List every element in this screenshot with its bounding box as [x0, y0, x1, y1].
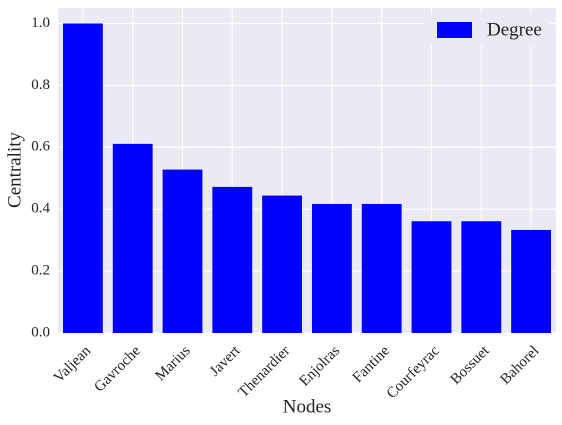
- bar: [461, 221, 502, 333]
- y-tick-label: 0.4: [31, 201, 50, 217]
- x-tick-label: Courfeyrac: [384, 343, 443, 402]
- y-tick-label: 0.0: [31, 324, 50, 340]
- x-tick-label: Bossuet: [448, 342, 493, 387]
- x-tick-label: Thenardier: [236, 343, 294, 401]
- x-axis-label: Nodes: [283, 396, 332, 417]
- bar: [361, 203, 402, 333]
- x-tick-label: Valjean: [51, 343, 94, 386]
- x-tick-label: Javert: [207, 342, 244, 379]
- y-tick-label: 1.0: [31, 15, 50, 31]
- legend-swatch: [437, 22, 472, 38]
- bar: [411, 221, 452, 333]
- x-tick-label: Gavroche: [91, 343, 144, 396]
- bar: [212, 186, 253, 333]
- y-tick-label: 0.6: [31, 139, 50, 155]
- y-tick-label: 0.2: [31, 263, 50, 279]
- legend: Degree: [425, 14, 550, 46]
- bar: [162, 169, 203, 333]
- bar: [112, 143, 153, 333]
- bar: [62, 23, 103, 333]
- legend-text: Degree: [487, 19, 542, 40]
- bar: [511, 229, 552, 333]
- bar: [262, 195, 303, 333]
- x-tick-label: Bahorel: [497, 343, 542, 388]
- x-tick-label: Marius: [152, 343, 193, 384]
- x-tick-label: Enjolras: [296, 343, 343, 390]
- y-axis-label: Centrality: [4, 132, 25, 208]
- x-tick-label: Fantine: [350, 343, 393, 386]
- y-tick-label: 0.8: [31, 77, 50, 93]
- bar: [311, 203, 352, 333]
- bars: [62, 23, 552, 333]
